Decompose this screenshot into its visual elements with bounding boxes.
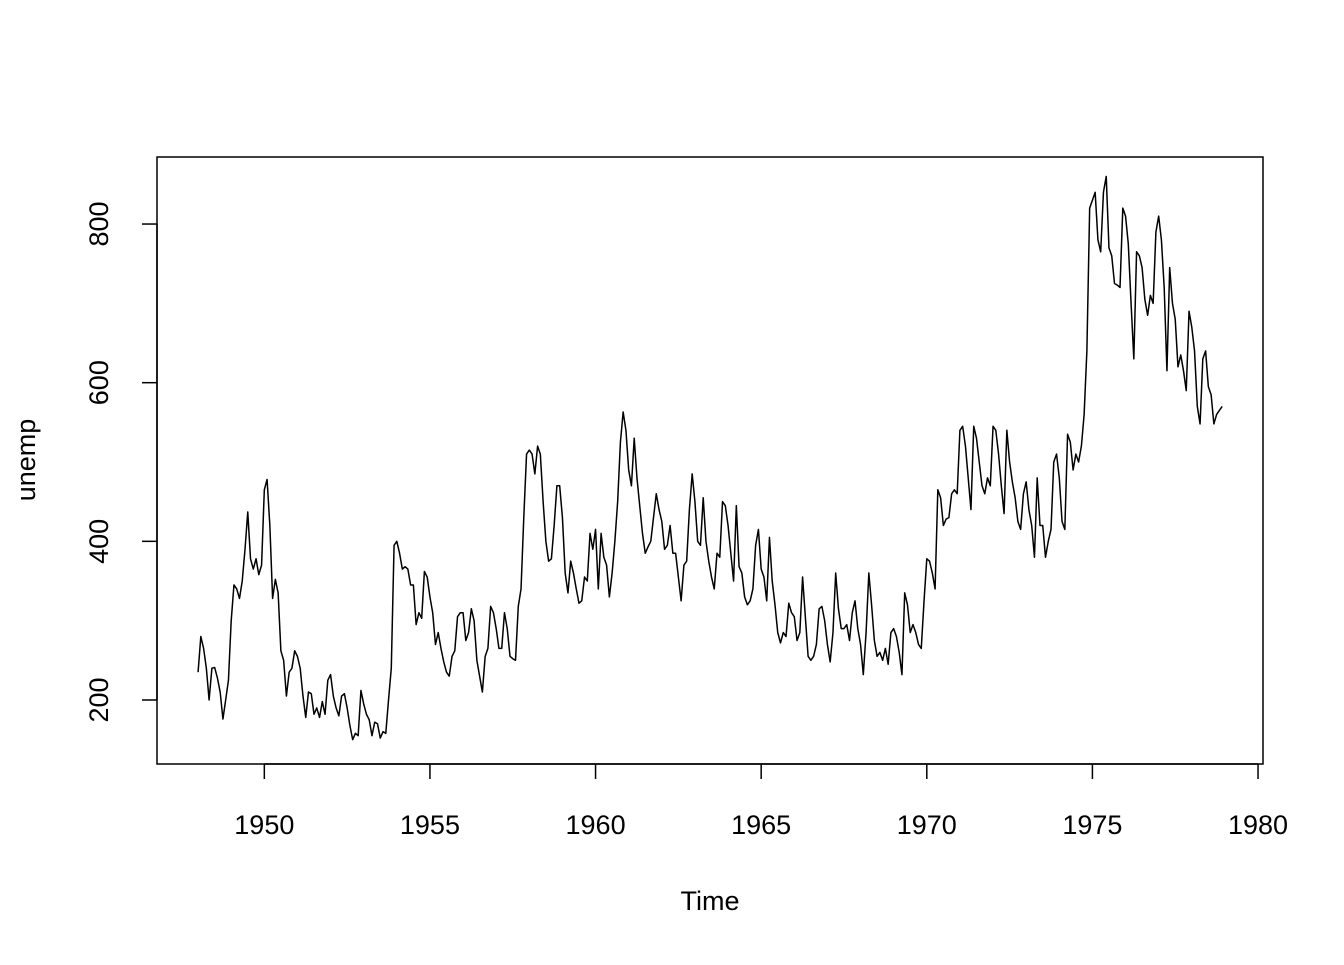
x-tick-label: 1965 — [731, 810, 791, 840]
y-tick-label: 800 — [84, 201, 114, 246]
y-tick-label: 600 — [84, 360, 114, 405]
x-tick-label: 1980 — [1228, 810, 1288, 840]
plot-box — [156, 156, 1264, 765]
x-tick-label: 1960 — [566, 810, 626, 840]
x-tick-label: 1970 — [897, 810, 957, 840]
x-tick-label: 1950 — [234, 810, 294, 840]
series-line — [197, 175, 1223, 741]
x-tick-label: 1955 — [400, 810, 460, 840]
y-tick-label: 400 — [84, 519, 114, 564]
y-axis-label: unemp — [11, 419, 41, 502]
x-axis-label: Time — [681, 886, 740, 916]
x-tick-label: 1975 — [1062, 810, 1122, 840]
y-tick-label: 200 — [84, 677, 114, 722]
